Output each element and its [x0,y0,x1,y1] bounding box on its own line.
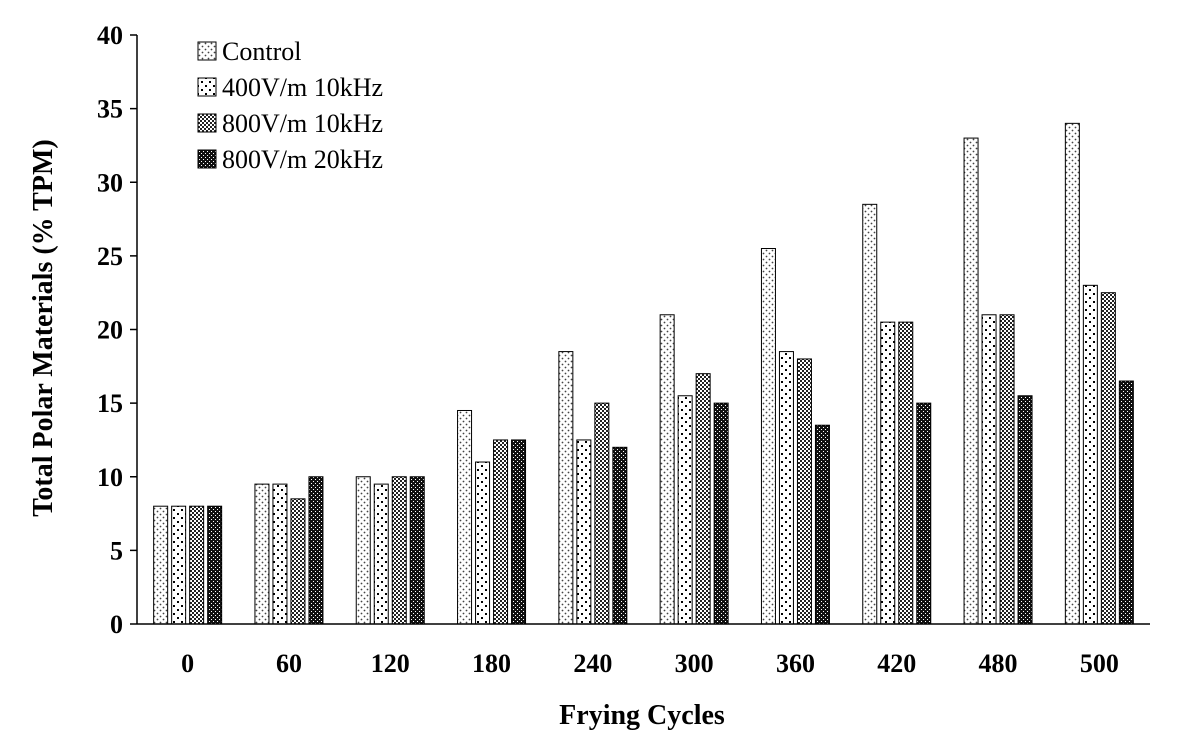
x-tick-label: 300 [675,649,714,678]
y-axis-title: Total Polar Materials (% TPM) [28,139,59,516]
legend-label-1: 400V/m 10kHz [222,73,383,102]
bar-1-180 [475,461,491,625]
bar-3-480 [1017,395,1033,625]
legend: Control 400V/m 10kHz 800V/m 10kHz 800V/m 20… [197,37,383,174]
bar-3-120 [409,476,425,625]
bar-0-240 [558,351,574,625]
bar-1-480 [981,314,997,625]
bar-2-300 [695,373,711,625]
bar-1-360 [778,351,794,625]
bar-3-420 [916,402,932,625]
bar-0-180 [457,409,473,625]
bar-2-360 [796,358,812,625]
bar-0-500 [1064,122,1080,625]
x-tick-label: 120 [371,649,410,678]
bar-0-300 [659,314,675,625]
x-tick-label: 180 [472,649,511,678]
legend-swatch-3 [197,149,217,169]
y-tick-label: 0 [110,610,123,639]
x-axis-ticks: 0 60 120 180 240 300 360 420 480 500 [181,649,1119,678]
bar-0-360 [760,248,776,625]
bar-2-500 [1100,292,1116,625]
bar-2-180 [493,439,509,625]
bar-0-0 [153,505,169,625]
legend-swatch-0 [197,41,217,61]
bar-2-240 [594,402,610,625]
y-tick-label: 30 [97,168,123,197]
x-tick-label: 240 [573,649,612,678]
x-tick-label: 360 [776,649,815,678]
bar-0-480 [963,137,979,625]
bar-1-420 [880,321,896,625]
bar-3-500 [1118,380,1134,625]
bar-1-0 [171,505,187,625]
bar-1-500 [1082,284,1098,625]
bar-0-420 [862,203,878,625]
y-tick-label: 35 [97,95,123,124]
bar-2-420 [898,321,914,625]
y-tick-label: 15 [97,389,123,418]
bar-1-60 [272,483,288,625]
x-tick-label: 60 [276,649,302,678]
y-tick-label: 5 [110,536,123,565]
bar-2-0 [189,505,205,625]
bar-2-120 [391,476,407,625]
x-tick-label: 420 [877,649,916,678]
bar-0-60 [254,483,270,625]
bar-3-60 [308,476,324,625]
x-tick-label: 0 [181,649,194,678]
bar-2-480 [999,314,1015,625]
legend-swatch-1 [197,77,217,97]
x-tick-label: 480 [979,649,1018,678]
bar-3-240 [612,446,628,625]
bar-1-300 [677,395,693,625]
legend-label-2: 800V/m 10kHz [222,109,383,138]
y-tick-label: 25 [97,242,123,271]
y-tick-label: 20 [97,316,123,345]
bar-1-120 [373,483,389,625]
bar-3-300 [713,402,729,625]
x-tick-label: 500 [1080,649,1119,678]
bar-1-240 [576,439,592,625]
bar-3-0 [207,505,223,625]
bar-3-180 [511,439,527,625]
legend-label-3: 800V/m 20kHz [222,145,383,174]
y-axis-ticks: 0 5 10 15 20 25 30 35 40 [97,21,137,639]
legend-label-0: Control [222,37,301,66]
bars-layer [153,122,1134,625]
bar-3-360 [814,424,830,625]
x-axis-title: Frying Cycles [559,700,725,731]
y-tick-label: 10 [97,463,123,492]
bar-2-60 [290,498,306,625]
legend-swatch-2 [197,113,217,133]
bar-0-120 [355,476,371,625]
y-tick-label: 40 [97,21,123,50]
